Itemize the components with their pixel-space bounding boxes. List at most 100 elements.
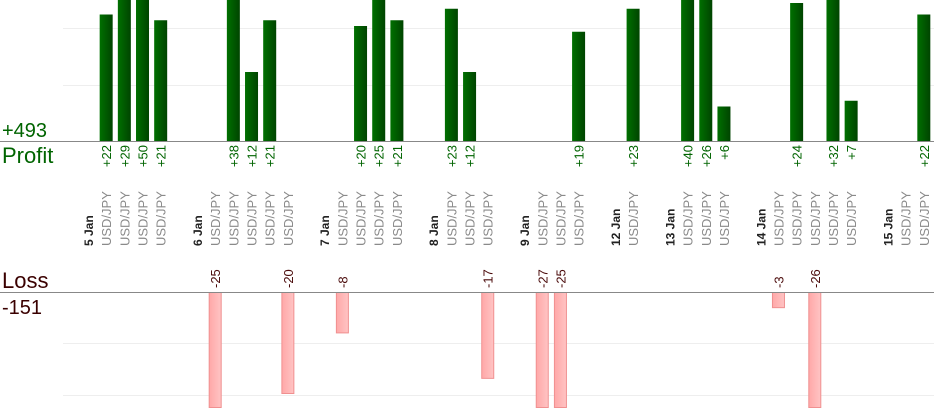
loss-bar[interactable] — [481, 292, 495, 379]
profit-bar[interactable] — [444, 8, 458, 141]
profit-value-label: +22 — [917, 145, 932, 167]
profit-value-label: +38 — [226, 145, 241, 167]
profit-value-label: +6 — [717, 145, 732, 160]
symbol-label: USD/JPY — [226, 191, 241, 246]
profit-value-label: +40 — [681, 145, 696, 167]
symbol-label: USD/JPY — [99, 191, 114, 246]
date-label: 14 Jan — [754, 209, 768, 246]
date-label: 5 Jan — [82, 215, 96, 246]
symbol-label: USD/JPY — [281, 191, 296, 246]
profit-value-label: +22 — [99, 145, 114, 167]
profit-value-label: +7 — [844, 145, 859, 160]
symbol-label: USD/JPY — [790, 191, 805, 246]
symbol-label: USD/JPY — [771, 191, 786, 246]
symbol-label: USD/JPY — [463, 191, 478, 246]
profit-bar[interactable] — [263, 20, 277, 141]
profit-bar[interactable] — [626, 8, 640, 141]
symbol-label: USD/JPY — [572, 191, 587, 246]
symbol-label: USD/JPY — [826, 191, 841, 246]
symbol-label: USD/JPY — [136, 191, 151, 246]
symbol-label: USD/JPY — [917, 191, 932, 246]
loss-value-label: -25 — [208, 269, 223, 288]
symbol-label: USD/JPY — [808, 191, 823, 246]
profit-bar[interactable] — [226, 0, 240, 141]
loss-bar[interactable] — [771, 292, 785, 309]
profit-bar[interactable] — [790, 3, 804, 141]
symbol-label: USD/JPY — [390, 191, 405, 246]
loss-bar[interactable] — [808, 292, 822, 408]
symbol-label: USD/JPY — [899, 191, 914, 246]
symbol-label: USD/JPY — [844, 191, 859, 246]
profit-value-label: +12 — [463, 145, 478, 167]
loss-bar[interactable] — [553, 292, 567, 408]
symbol-label: USD/JPY — [154, 191, 169, 246]
symbol-label: USD/JPY — [535, 191, 550, 246]
profit-label: Profit — [2, 143, 53, 168]
symbol-label: USD/JPY — [626, 191, 641, 246]
date-label: 7 Jan — [318, 215, 332, 246]
profit-bar[interactable] — [390, 20, 404, 141]
profit-bar[interactable] — [717, 106, 731, 142]
symbol-label: USD/JPY — [208, 191, 223, 246]
profit-bar[interactable] — [245, 72, 259, 141]
profit-bar[interactable] — [572, 31, 586, 141]
profit-bar[interactable] — [372, 0, 386, 141]
profit-value-label: +21 — [263, 145, 278, 167]
symbol-label: USD/JPY — [717, 191, 732, 246]
profit-bar[interactable] — [136, 0, 150, 141]
loss-value-label: -3 — [771, 276, 786, 288]
symbol-label: USD/JPY — [263, 191, 278, 246]
gridlines — [63, 28, 934, 396]
loss-bar[interactable] — [535, 292, 549, 408]
profit-value-label: +23 — [444, 145, 459, 167]
profit-value-label: +21 — [154, 145, 169, 167]
symbol-label: USD/JPY — [245, 191, 260, 246]
profit-bar[interactable] — [844, 100, 858, 141]
symbol-label: USD/JPY — [117, 191, 132, 246]
loss-value-label: -20 — [281, 269, 296, 288]
profit-bar[interactable] — [699, 0, 713, 141]
profit-value-label: +23 — [626, 145, 641, 167]
profit-value-label: +12 — [245, 145, 260, 167]
loss-bar[interactable] — [281, 292, 295, 394]
loss-total: -151 — [2, 297, 42, 319]
profit-value-label: +25 — [372, 145, 387, 167]
loss-bar[interactable] — [208, 292, 222, 408]
profit-bar[interactable] — [154, 20, 168, 141]
profit-bar[interactable] — [117, 0, 131, 141]
profit-bar[interactable] — [463, 72, 477, 141]
profit-value-label: +21 — [390, 145, 405, 167]
profit-value-label: +24 — [790, 145, 805, 167]
profit-value-label: +20 — [354, 145, 369, 167]
loss-value-label: -8 — [335, 276, 350, 288]
symbol-label: USD/JPY — [481, 191, 496, 246]
profit-total: +493 — [2, 120, 47, 142]
symbol-label: USD/JPY — [681, 191, 696, 246]
date-label: 6 Jan — [191, 215, 205, 246]
profit-bar[interactable] — [681, 0, 695, 141]
profit-bar[interactable] — [917, 14, 931, 142]
date-label: 15 Jan — [881, 209, 895, 246]
date-label: 8 Jan — [427, 215, 441, 246]
loss-value-label: -17 — [481, 269, 496, 288]
loss-bar[interactable] — [335, 292, 349, 334]
loss-value-label: -27 — [535, 269, 550, 288]
symbol-label: USD/JPY — [372, 191, 387, 246]
symbol-label: USD/JPY — [699, 191, 714, 246]
profit-bar[interactable] — [826, 0, 840, 141]
symbol-label: USD/JPY — [553, 191, 568, 246]
profit-value-label: +19 — [572, 145, 587, 167]
symbol-label: USD/JPY — [444, 191, 459, 246]
loss-value-label: -25 — [553, 269, 568, 288]
date-label: 13 Jan — [663, 209, 677, 246]
profit-bar[interactable] — [99, 14, 113, 142]
date-label: 12 Jan — [609, 209, 623, 246]
loss-label: Loss — [2, 268, 48, 293]
date-label: 9 Jan — [518, 215, 532, 246]
labels: 5 Jan USD/JPY+22USD/JPY+29USD/JPY+50USD/J… — [82, 145, 932, 288]
profit-bar[interactable] — [354, 26, 368, 141]
profit-value-label: +32 — [826, 145, 841, 167]
profit-value-label: +50 — [136, 145, 151, 167]
profit-value-label: +29 — [117, 145, 132, 167]
